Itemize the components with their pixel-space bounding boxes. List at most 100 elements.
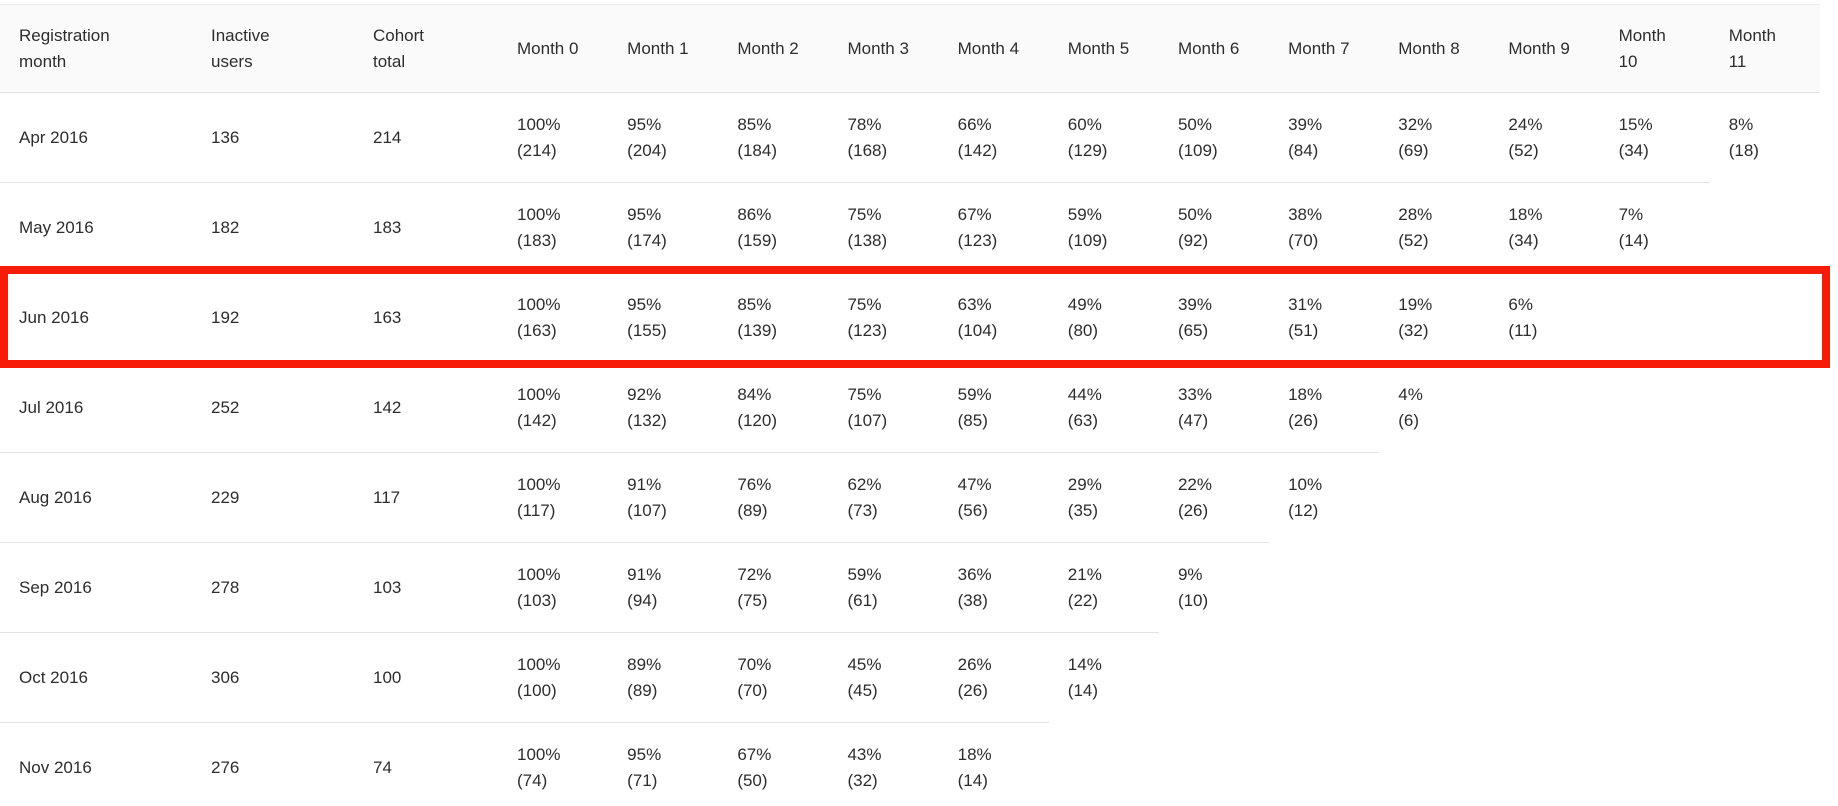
retention-percent: 18% [1508,204,1543,224]
retention-cell-month-4: 26% (26) [938,632,1049,723]
retention-percent: 75% [847,204,882,224]
retention-cell-month-2: 67% (50) [718,722,829,806]
retention-percent: 85% [737,114,772,134]
retention-cell-month-4: 47% (56) [938,452,1049,543]
column-header-label: Month 1 [627,38,689,58]
retention-count: (85) [957,410,988,430]
retention-count: (63) [1067,410,1099,430]
retention-count: (174) [627,230,667,250]
retention-cell-month-2: 72% (75) [718,542,829,633]
cohort-total-cell: 183 [354,182,498,273]
retention-cell-month-7: 31% (51) [1269,272,1380,363]
retention-count: (132) [627,410,667,430]
retention-percent: 24% [1508,114,1543,134]
retention-cell-month-0: 100% (117) [498,452,609,543]
cohort-table-body: Apr 2016 136 214 100% (214) 95% (204) 85% (184) 7… [0,92,1820,806]
retention-cell-month-4: 59% (85) [938,362,1049,453]
retention-percent: 18% [957,744,992,764]
retention-cell-month-5: 14% (14) [1048,632,1159,723]
retention-count: (159) [737,230,777,250]
retention-cell-month-1: 95% (174) [608,182,719,273]
retention-cell-month-6: 50% (92) [1158,182,1270,273]
retention-percent: 84% [737,384,772,404]
registration-month-cell: Sep 2016 [0,542,192,633]
retention-count: (14) [957,770,988,790]
registration-month-cell: Jun 2016 [0,272,192,363]
retention-percent: 75% [847,294,882,314]
retention-count: (52) [1508,140,1539,160]
retention-cell-month-1: 95% (71) [608,722,719,806]
retention-cell-month-7: 18% (26) [1269,362,1380,453]
retention-cell-month-2: 85% (184) [718,92,829,183]
retention-count: (51) [1288,320,1319,340]
retention-percent: 28% [1398,204,1433,224]
retention-percent: 100% [517,384,561,404]
retention-count: (65) [1177,320,1209,340]
retention-cell-month-0: 100% (74) [498,722,609,806]
column-header-label: Month 5 [1067,38,1130,58]
retention-percent: 76% [737,474,772,494]
registration-month-cell: Jul 2016 [0,362,192,453]
retention-cell-month-7: 39% (84) [1269,92,1380,183]
retention-percent: 59% [957,384,992,404]
retention-percent: 85% [737,294,772,314]
retention-cell-month-2: 70% (70) [718,632,829,723]
retention-count: (32) [1398,320,1429,340]
column-header-label: Month 7 [1288,38,1350,58]
retention-count: (11) [1508,320,1538,340]
retention-percent: 66% [957,114,992,134]
retention-count: (120) [737,410,777,430]
cohort-total-cell: 142 [354,362,498,453]
retention-count: (75) [737,590,768,610]
retention-cell-month-1: 95% (155) [608,272,719,363]
retention-count: (129) [1067,140,1108,160]
retention-cell-month-1: 95% (204) [608,92,719,183]
retention-percent: 95% [627,744,662,764]
column-header-label: Month 10 [1618,25,1666,71]
cohort-row-jun-2016: Jun 2016 192 163 100% (163) 95% (155) 85% (139) 7… [0,272,1820,363]
retention-cell-month-6: 33% (47) [1158,362,1270,453]
retention-percent: 92% [627,384,662,404]
retention-count: (214) [517,140,557,160]
retention-count: (69) [1398,140,1429,160]
retention-percent: 70% [737,654,772,674]
retention-percent: 50% [1177,114,1212,134]
retention-count: (26) [957,680,988,700]
retention-percent: 67% [737,744,772,764]
inactive-users-cell: 229 [192,452,354,543]
cohort-retention-table: Registration month Inactive users Cohort t… [0,4,1820,806]
cohort-row-jul-2016: Jul 2016 252 142 100% (142) 92% (132) 84% (120) 7… [0,362,1820,453]
retention-cell-month-9: 6% (11) [1489,272,1600,363]
retention-cell-month-4: 63% (104) [938,272,1049,363]
retention-cell-month-7: 38% (70) [1269,182,1380,273]
retention-cell-month-1: 91% (107) [608,452,719,543]
retention-percent: 59% [847,564,882,584]
retention-percent: 72% [737,564,772,584]
retention-percent: 26% [957,654,992,674]
column-header-label: Registration month [19,25,110,71]
column-header-label: Month 8 [1398,38,1460,58]
retention-count: (70) [1288,230,1319,250]
retention-percent: 63% [957,294,992,314]
cohort-total-cell: 74 [354,722,498,806]
retention-cell-month-6: 9% (10) [1158,542,1270,633]
retention-percent: 39% [1177,294,1212,314]
cohort-row-oct-2016: Oct 2016 306 100 100% (100) 89% (89) 70% (70) 45%… [0,632,1820,723]
retention-count: (70) [737,680,768,700]
retention-percent: 100% [517,204,561,224]
retention-cell-month-7: 10% (12) [1269,452,1380,543]
inactive-users-cell: 252 [192,362,354,453]
column-header-registration-month: Registration month [0,4,192,93]
retention-percent: 75% [847,384,882,404]
retention-percent: 4% [1398,384,1423,404]
retention-percent: 47% [957,474,992,494]
retention-percent: 100% [517,654,561,674]
column-header-month-6: Month 6 [1158,4,1270,93]
column-header-label: Month 11 [1728,25,1776,71]
retention-count: (142) [957,140,998,160]
retention-percent: 100% [517,114,561,134]
retention-count: (34) [1508,230,1539,250]
retention-cell-month-0: 100% (142) [498,362,609,453]
registration-month-cell: Aug 2016 [0,452,192,543]
